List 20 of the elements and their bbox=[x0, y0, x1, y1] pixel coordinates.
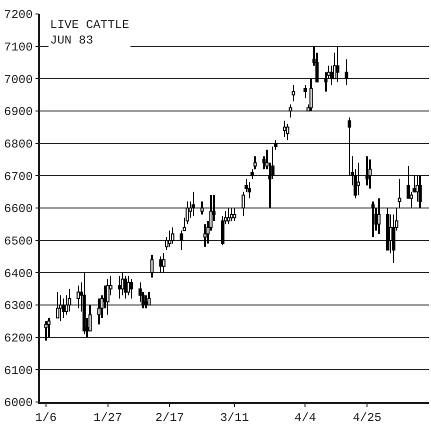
y-tick-label: 7200 bbox=[4, 8, 33, 22]
x-tick-label: 4/4 bbox=[294, 411, 316, 426]
y-tick-label: 6300 bbox=[4, 299, 33, 314]
y-tick-label: 6800 bbox=[4, 138, 33, 152]
y-tick-label: 6200 bbox=[4, 332, 33, 346]
x-tick-label: 1/6 bbox=[35, 411, 57, 426]
y-tick-label: 6600 bbox=[4, 202, 33, 216]
y-tick-label: 6900 bbox=[4, 105, 33, 120]
y-tick-label: 7100 bbox=[4, 40, 33, 55]
text: LIVE CATTLE JUN 83 bbox=[50, 18, 130, 48]
y-tick-label: 6500 bbox=[4, 234, 33, 249]
y-tick-label: 7000 bbox=[4, 72, 33, 87]
y-tick-label: 6000 bbox=[4, 396, 33, 410]
x-tick-label: 4/25 bbox=[352, 411, 382, 426]
y-tick-label: 6700 bbox=[4, 170, 33, 184]
y-tick-label: 6400 bbox=[4, 266, 33, 281]
x-tick-label: 3/11 bbox=[220, 411, 249, 426]
x-tick-label: 1/27 bbox=[93, 411, 122, 426]
x-tick-label: 2/17 bbox=[155, 411, 184, 426]
y-tick-label: 6100 bbox=[4, 364, 33, 378]
